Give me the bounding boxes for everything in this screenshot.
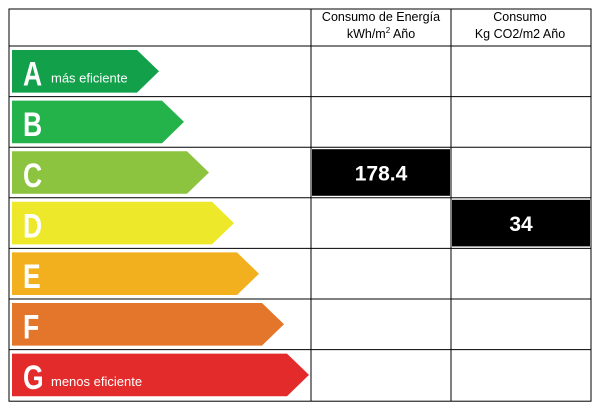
rating-letter: G bbox=[23, 359, 44, 397]
table-grid bbox=[8, 8, 592, 402]
rating-letter: D bbox=[23, 207, 42, 245]
rating-arrow-shape bbox=[12, 353, 309, 397]
table-outer-border bbox=[8, 8, 592, 402]
rating-letter: E bbox=[23, 258, 41, 296]
co2-header-line1: Consumo bbox=[493, 10, 547, 24]
rating-arrow-shape bbox=[12, 100, 184, 144]
rating-letter: A bbox=[23, 55, 42, 93]
rating-letter: F bbox=[23, 308, 39, 346]
rating-caption: más eficiente bbox=[51, 71, 128, 86]
rating-arrow-shape bbox=[12, 201, 234, 245]
rating-arrow-shape bbox=[12, 252, 259, 295]
energy-value-text: 178.4 bbox=[355, 163, 408, 186]
rating-f-arrow: F bbox=[12, 303, 284, 346]
co2-header-line2: Kg CO2/m2 Año bbox=[475, 27, 565, 41]
co2-value: 34 bbox=[452, 199, 590, 247]
rating-arrow-shape bbox=[12, 303, 284, 346]
energy-value-box bbox=[312, 149, 450, 196]
rating-letter: C bbox=[23, 157, 42, 195]
energy-header-superscript: 2 bbox=[386, 26, 391, 35]
energy-header-line2: kWh/m2 Año bbox=[347, 26, 415, 41]
rating-e-arrow: E bbox=[12, 252, 259, 296]
co2-value-text: 34 bbox=[509, 213, 533, 236]
energy-header-line1: Consumo de Energía bbox=[322, 10, 440, 24]
rating-letter: B bbox=[23, 106, 42, 144]
rating-b-arrow: B bbox=[12, 100, 184, 144]
rating-c-arrow: C bbox=[12, 151, 209, 195]
co2-value-box bbox=[452, 199, 590, 247]
rating-caption: menos eficiente bbox=[51, 374, 142, 389]
rating-arrow-shape bbox=[12, 50, 159, 93]
energy-value: 178.4 bbox=[312, 149, 450, 196]
rating-arrow-shape bbox=[12, 151, 209, 194]
rating-d-arrow: D bbox=[12, 201, 234, 245]
